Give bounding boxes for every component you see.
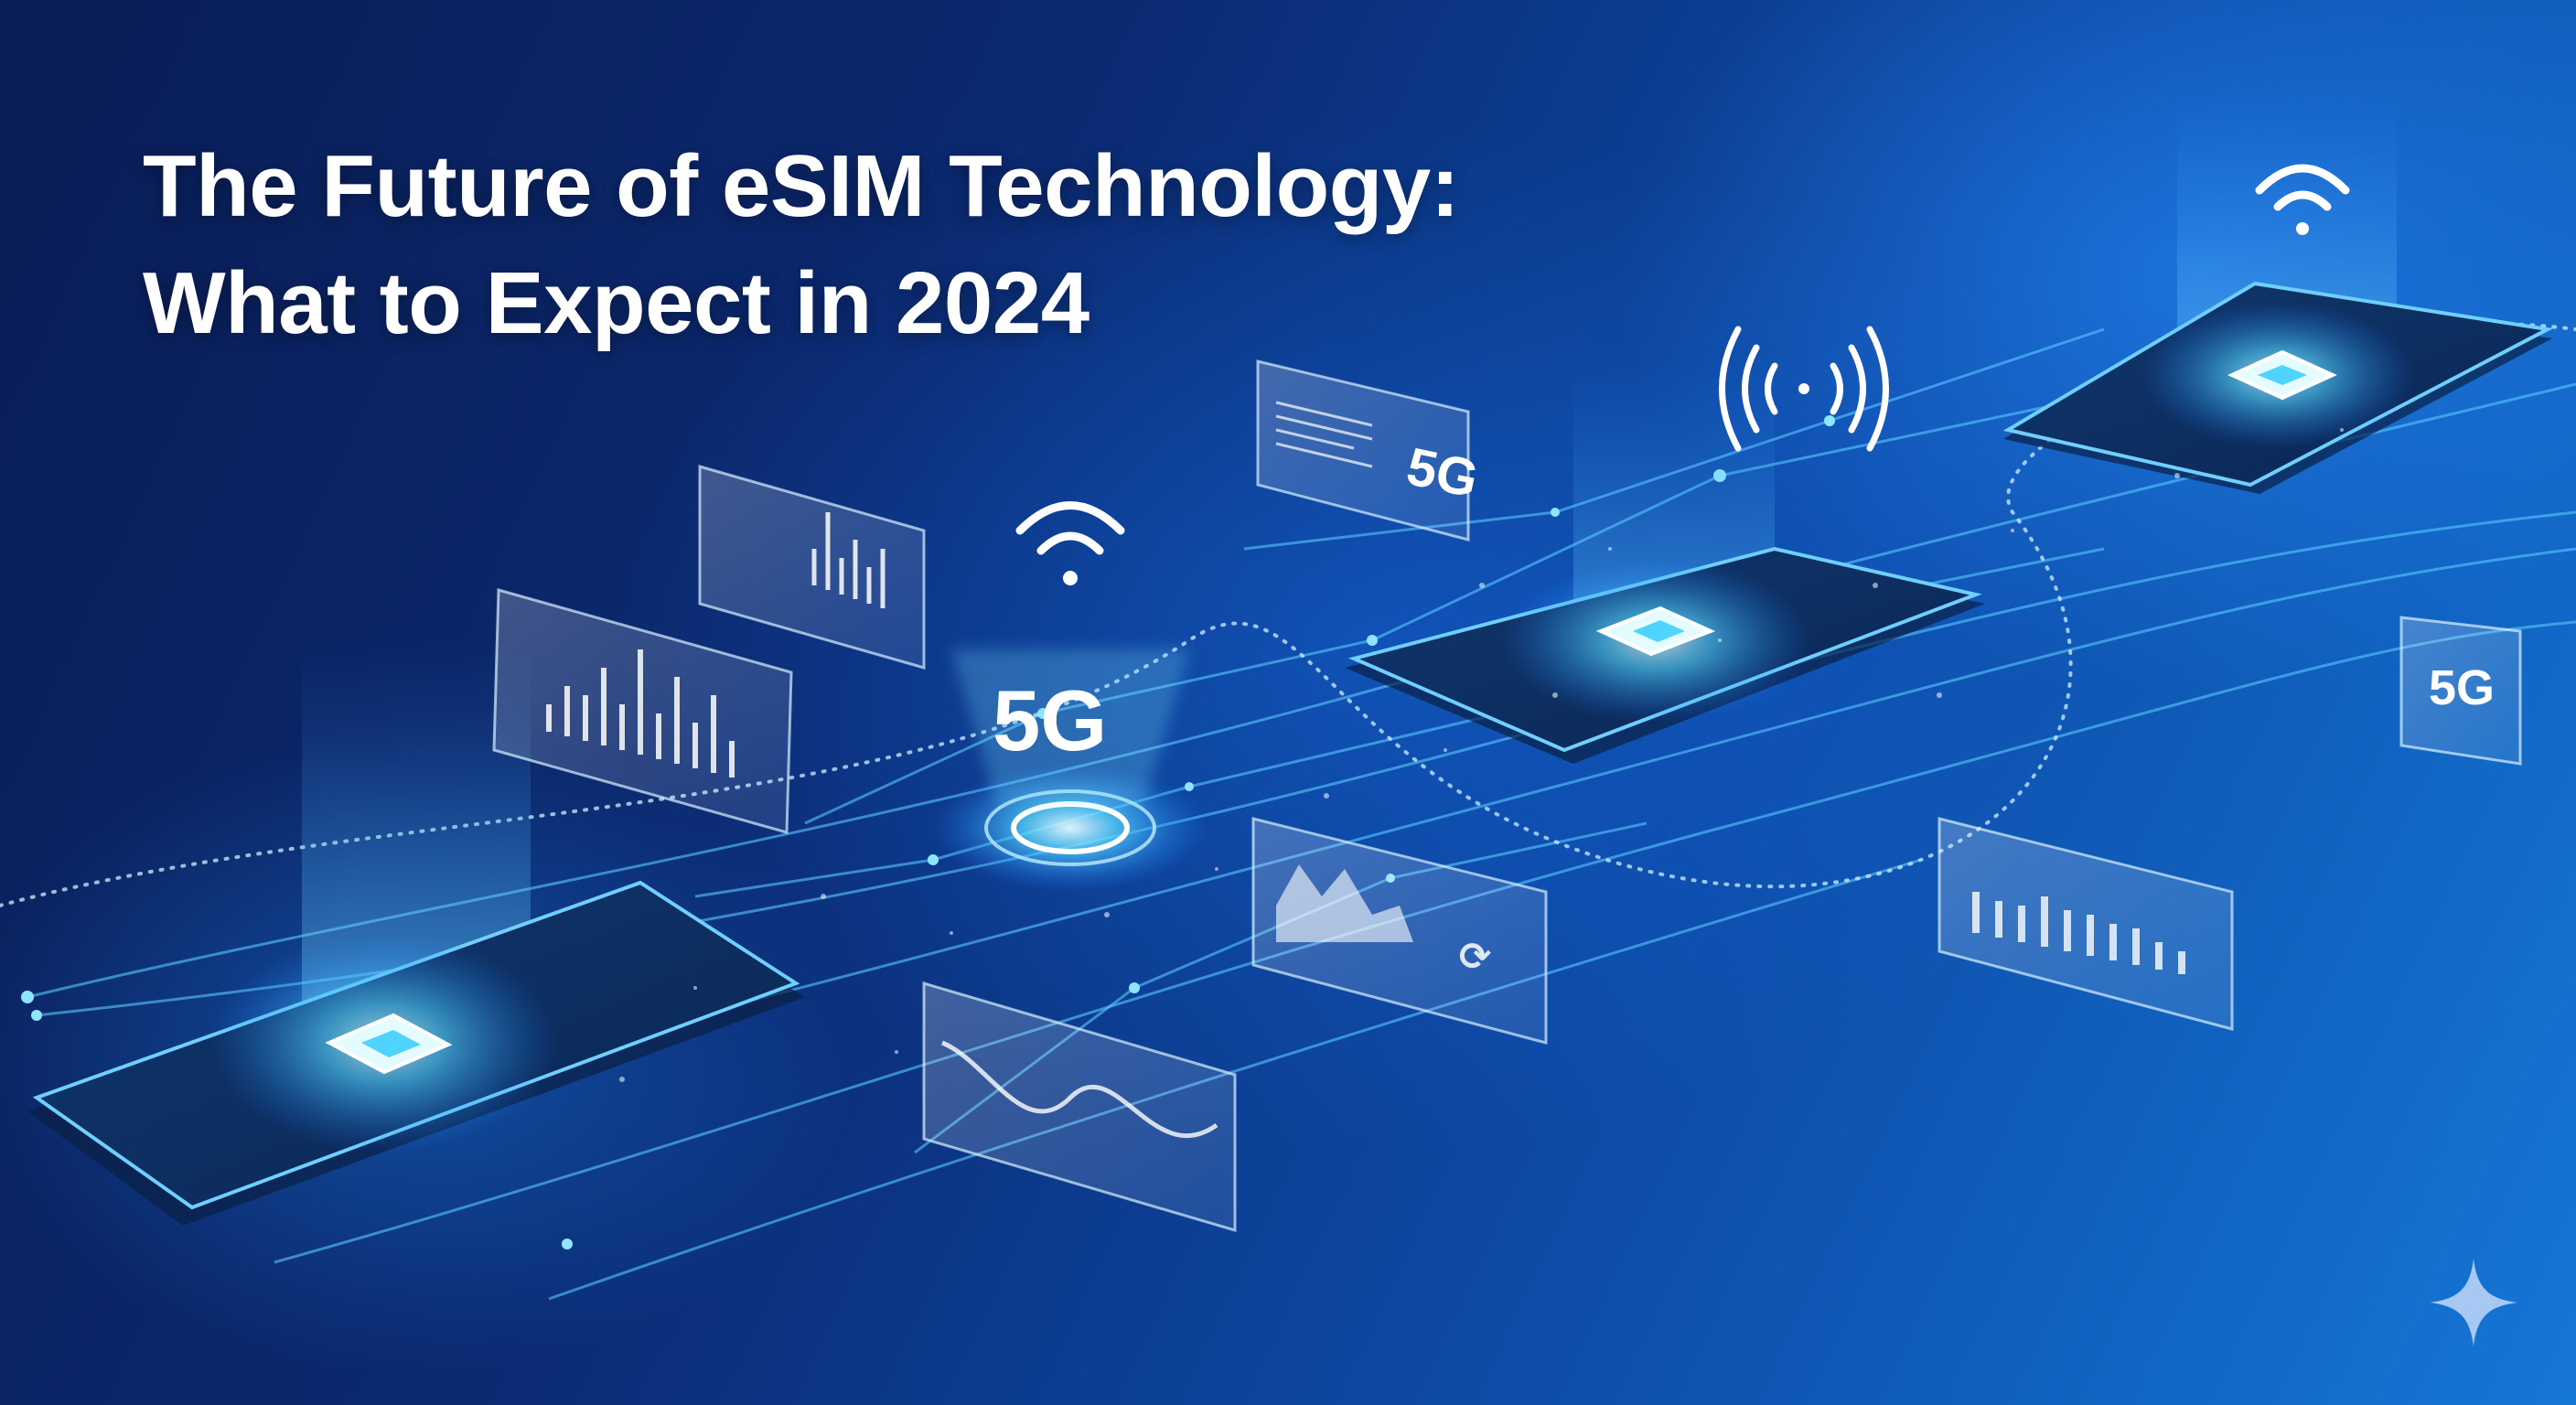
status-panel: 5G (2399, 616, 2522, 766)
bar-chart-panel (698, 465, 926, 670)
area-chart-panel: ⟳ (1251, 817, 1548, 1045)
dotted-orbit (0, 321, 2576, 907)
chip-icon (325, 1013, 453, 1075)
5g-label: 5G (993, 672, 1107, 768)
wifi-icon (1015, 501, 1125, 585)
title-line-1: The Future of eSIM Technology: (143, 137, 1460, 235)
bar-chart-panel (1937, 817, 2234, 1031)
sparkle-icon (2430, 1259, 2517, 1346)
particles (619, 428, 2344, 1082)
wifi-icon (2255, 164, 2350, 235)
bar-chart-panel (492, 588, 793, 834)
line-chart-panel (922, 981, 1237, 1233)
page-title: The Future of eSIM Technology: What to E… (143, 128, 1460, 362)
chip-icon (1595, 606, 1716, 657)
5g-label: 5G (1401, 436, 1483, 509)
5g-label: 5G (2429, 660, 2495, 715)
data-label: ⟳ (1459, 935, 1491, 978)
broadcast-signal-icon (1719, 326, 1889, 452)
title-line-2: What to Expect in 2024 (143, 254, 1089, 352)
status-panel: 5G (1256, 359, 1483, 542)
smartphone (2002, 281, 2554, 494)
smartphone (27, 880, 805, 1226)
smartphone (1345, 546, 1985, 764)
5g-beacon: 5G (933, 649, 1208, 892)
chip-icon (2227, 349, 2337, 401)
